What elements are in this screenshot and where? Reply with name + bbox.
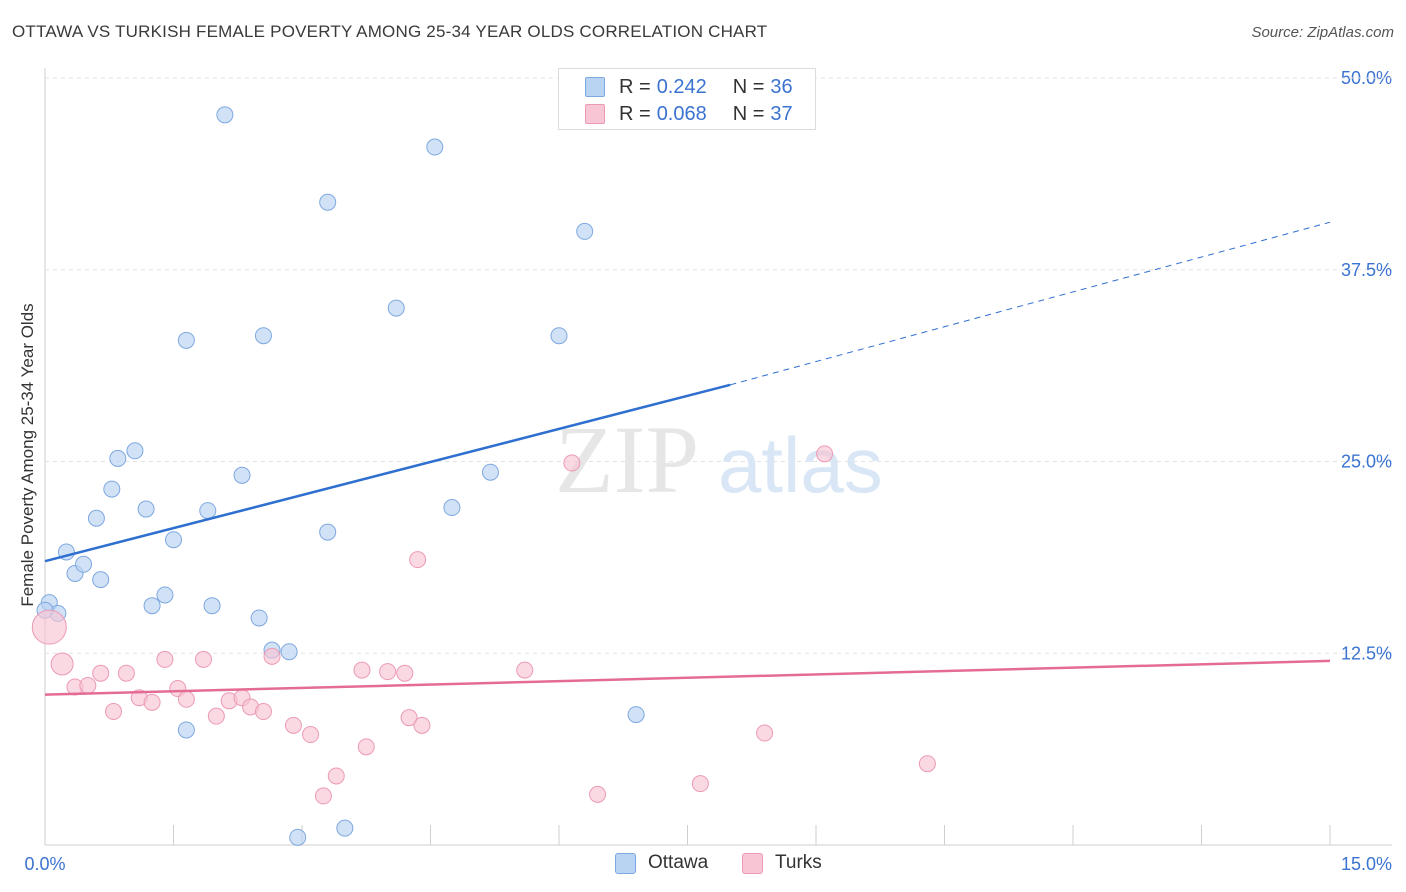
turks-point bbox=[79, 676, 97, 694]
ottawa-swatch bbox=[585, 77, 605, 97]
ottawa-point bbox=[319, 523, 337, 541]
ottawa-point bbox=[250, 609, 268, 627]
turks-n-label: N = bbox=[732, 102, 765, 125]
turks-point bbox=[413, 716, 431, 734]
y-tick-label: 37.5% bbox=[1341, 260, 1392, 280]
x-tick-label-min: 0.0% bbox=[24, 854, 65, 874]
turks-point bbox=[194, 650, 212, 668]
ottawa-point bbox=[156, 586, 174, 604]
ottawa-point bbox=[426, 138, 444, 156]
turks-r-label: R = bbox=[619, 102, 651, 125]
turks-point bbox=[589, 785, 607, 803]
ottawa-point bbox=[203, 597, 221, 615]
ottawa-point bbox=[109, 449, 127, 467]
ottawa-point bbox=[336, 819, 354, 837]
ottawa-legend-swatch bbox=[615, 852, 636, 874]
turks-point bbox=[327, 767, 345, 785]
legend-item-ottawa[interactable]: Ottawa bbox=[615, 852, 708, 874]
ottawa-n-value: 36 bbox=[770, 75, 793, 98]
turks-point bbox=[156, 650, 174, 668]
turks-point bbox=[50, 652, 74, 676]
y-tick-label: 25.0% bbox=[1341, 452, 1392, 472]
turks-r-value: 0.068 bbox=[656, 102, 707, 125]
turks-point bbox=[143, 693, 161, 711]
turks-point bbox=[207, 707, 225, 725]
turks-point bbox=[756, 724, 774, 742]
ottawa-point bbox=[233, 466, 251, 484]
y-axis-label: Female Poverty Among 25-34 Year Olds bbox=[18, 303, 37, 607]
ottawa-point bbox=[137, 500, 155, 518]
turks-point bbox=[409, 551, 427, 569]
turks-point bbox=[284, 716, 302, 734]
turks-point bbox=[353, 661, 371, 679]
ottawa-r-value: 0.242 bbox=[656, 75, 707, 98]
legend-item-turks[interactable]: Turks bbox=[742, 852, 822, 874]
turks-point bbox=[357, 738, 375, 756]
ottawa-point bbox=[319, 193, 337, 211]
turks-point bbox=[105, 703, 123, 721]
chart-title: OTTAWA VS TURKISH FEMALE POVERTY AMONG 2… bbox=[12, 22, 768, 41]
ottawa-n-label: N = bbox=[732, 75, 765, 98]
turks-legend-label: Turks bbox=[775, 852, 822, 873]
turks-point bbox=[92, 664, 110, 682]
turks-legend-swatch bbox=[742, 852, 763, 874]
turks-point bbox=[302, 726, 320, 744]
turks-point bbox=[396, 664, 414, 682]
turks-point bbox=[379, 663, 397, 681]
turks-point bbox=[691, 775, 709, 793]
ottawa-trend-line bbox=[44, 383, 731, 563]
ottawa-point bbox=[576, 222, 594, 240]
ottawa-point bbox=[87, 509, 105, 527]
ottawa-r-label: R = bbox=[619, 75, 651, 98]
ottawa-point bbox=[443, 499, 461, 517]
turks-point bbox=[516, 661, 534, 679]
turks-point bbox=[254, 703, 272, 721]
ottawa-legend-label: Ottawa bbox=[648, 852, 709, 873]
turks-point bbox=[117, 664, 135, 682]
y-tick-label: 12.5% bbox=[1341, 643, 1392, 663]
ottawa-point bbox=[481, 463, 499, 481]
turks-n-value: 37 bbox=[770, 102, 793, 125]
ottawa-trend-extension bbox=[730, 221, 1331, 386]
turks-point bbox=[400, 709, 418, 727]
ottawa-point bbox=[387, 299, 405, 317]
ottawa-point bbox=[280, 643, 298, 661]
ottawa-point bbox=[165, 531, 182, 549]
ottawa-point bbox=[216, 106, 234, 124]
ottawa-point bbox=[550, 327, 568, 345]
source-note: Source: ZipAtlas.com bbox=[1251, 24, 1394, 41]
turks-point bbox=[918, 755, 936, 773]
legend-row-turks: R = 0.068 N = 37 bbox=[585, 102, 793, 126]
turks-trend-line bbox=[44, 659, 1331, 696]
stats-legend: R = 0.242 N = 36 R = 0.068 N = 37 bbox=[558, 68, 816, 130]
turks-swatch bbox=[585, 104, 605, 124]
turks-point bbox=[816, 445, 834, 463]
ottawa-point bbox=[177, 721, 195, 739]
ottawa-point bbox=[199, 502, 217, 520]
watermark-atlas: atlas bbox=[718, 421, 883, 509]
turks-point bbox=[314, 787, 332, 805]
ottawa-point bbox=[92, 571, 110, 589]
ottawa-point bbox=[143, 597, 161, 615]
turks-point bbox=[31, 609, 67, 645]
series-legend: Ottawa Turks bbox=[0, 852, 1406, 878]
ottawa-point bbox=[75, 555, 93, 573]
ottawa-point bbox=[254, 327, 272, 345]
turks-point bbox=[263, 647, 281, 665]
legend-row-ottawa: R = 0.242 N = 36 bbox=[585, 75, 793, 99]
x-tick-label-max: 15.0% bbox=[1341, 854, 1392, 874]
ottawa-point bbox=[289, 828, 307, 846]
ottawa-point bbox=[103, 480, 121, 498]
turks-point bbox=[563, 454, 581, 472]
turks-point bbox=[177, 690, 195, 708]
ottawa-point bbox=[627, 706, 645, 724]
ottawa-point bbox=[177, 331, 195, 349]
ottawa-point bbox=[126, 442, 144, 460]
